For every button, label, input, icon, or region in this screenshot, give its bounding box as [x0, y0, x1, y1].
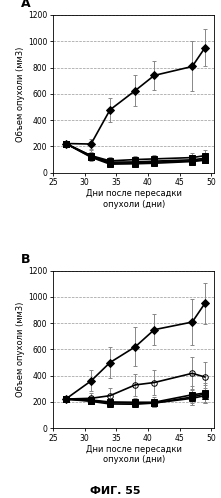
X-axis label: Дни после пересадки
опухоли (дни): Дни после пересадки опухоли (дни) — [86, 445, 182, 464]
Text: A: A — [21, 0, 30, 10]
X-axis label: Дни после пересадки
опухоли (дни): Дни после пересадки опухоли (дни) — [86, 189, 182, 209]
Text: ФИГ. 55: ФИГ. 55 — [90, 486, 140, 496]
Y-axis label: Объем опухоли (мм3): Объем опухоли (мм3) — [16, 46, 25, 141]
Y-axis label: Объем опухоли (мм3): Объем опухоли (мм3) — [16, 302, 25, 397]
Text: B: B — [21, 253, 30, 266]
